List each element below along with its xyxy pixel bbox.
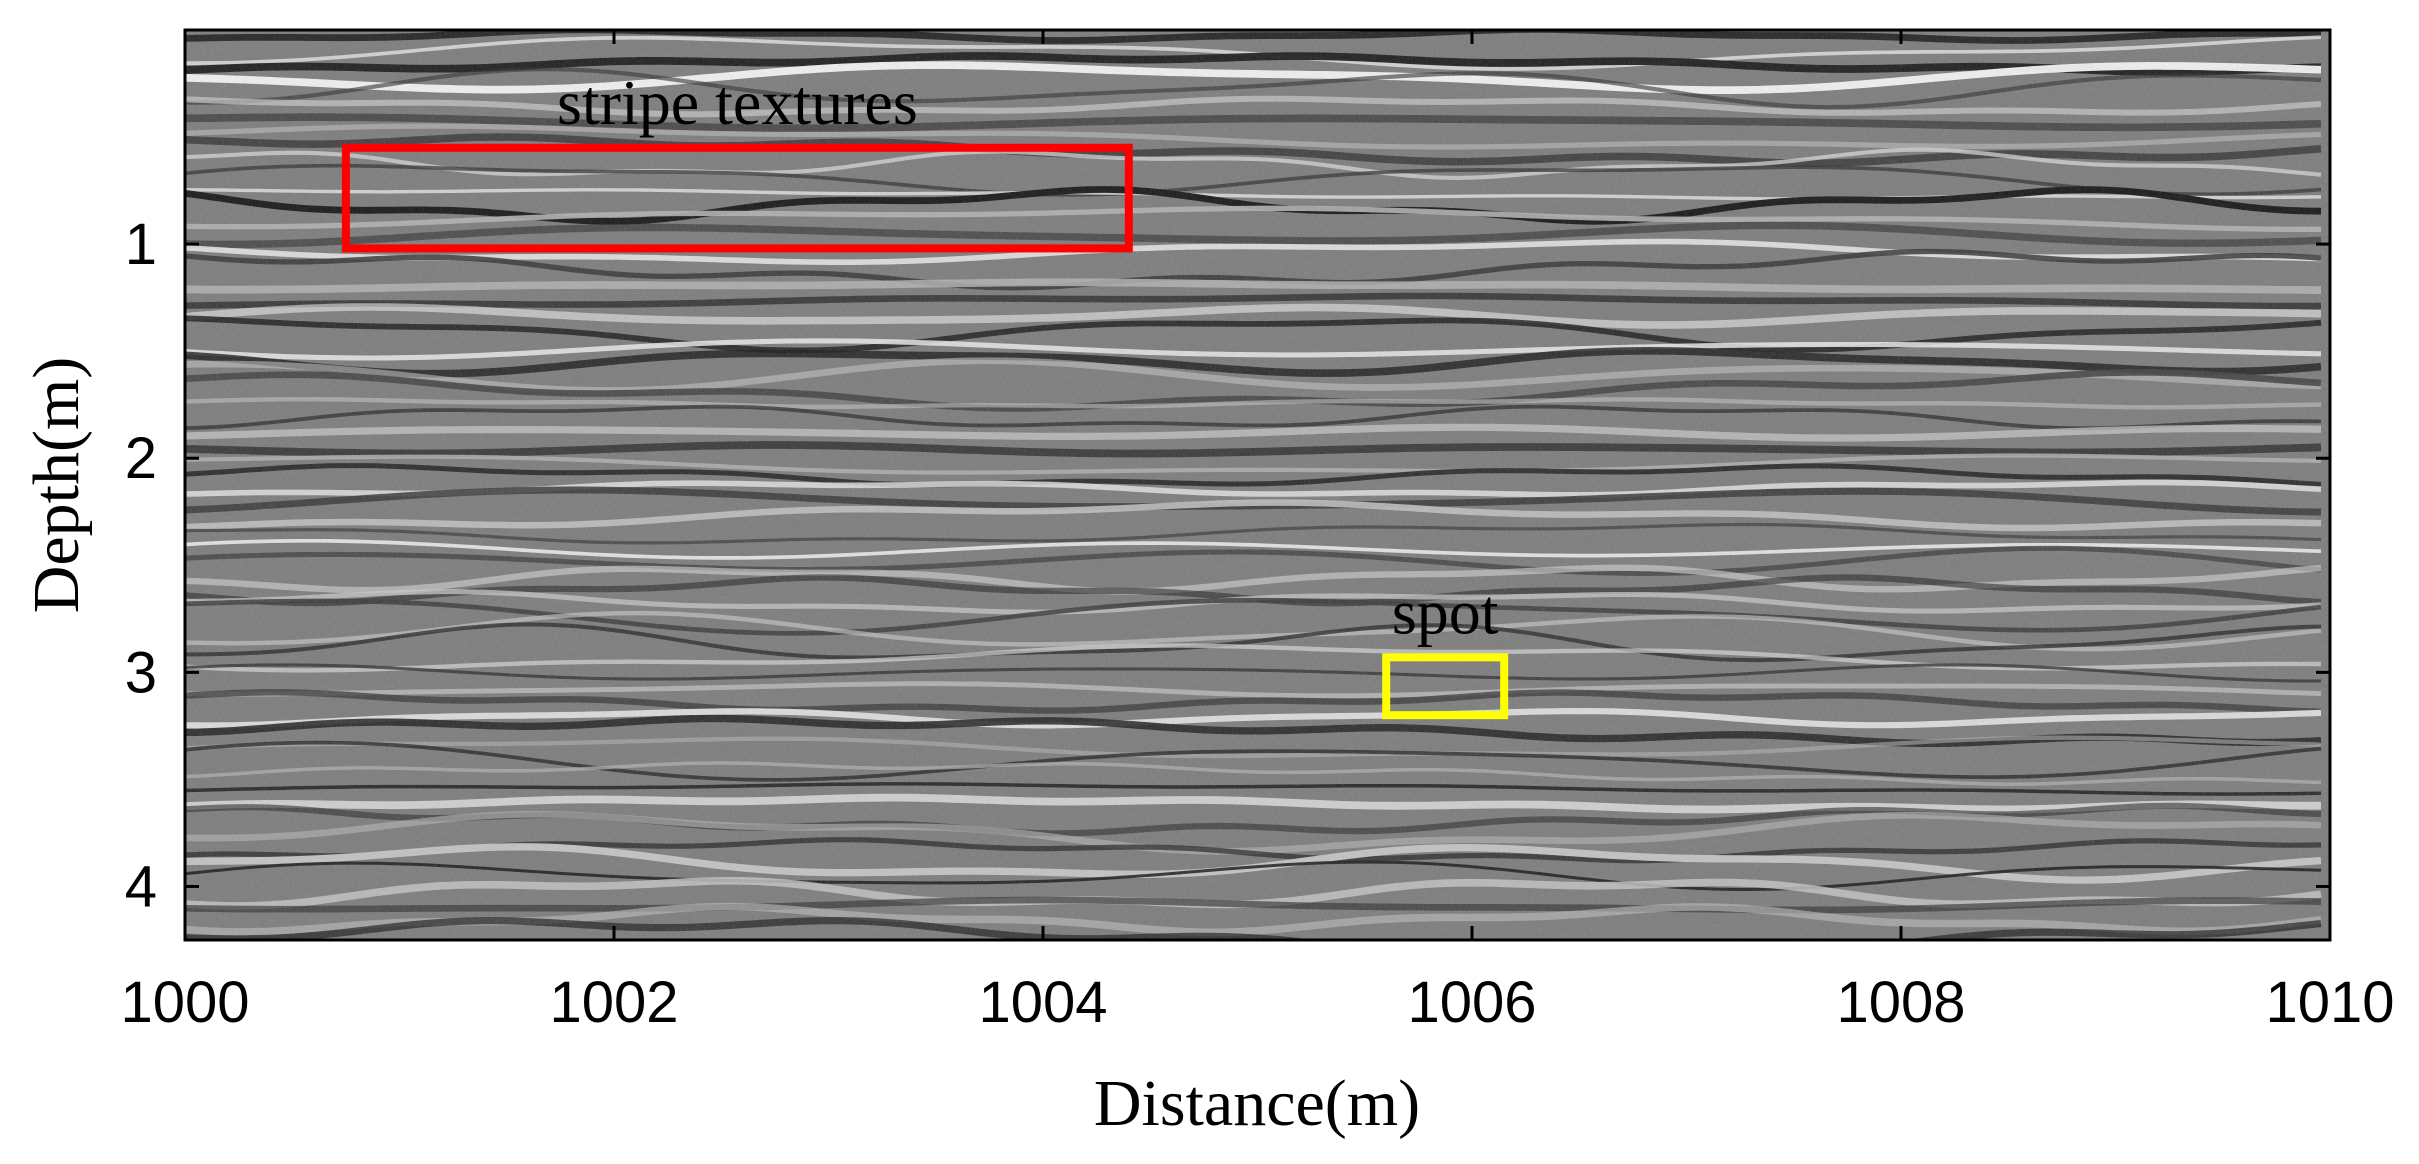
x-tick-label: 1002 [549, 970, 678, 1035]
annotation-label: stripe textures [557, 67, 918, 138]
y-tick-label: 4 [125, 854, 157, 919]
y-tick-label: 1 [125, 212, 157, 277]
radargram-grain [185, 30, 2330, 940]
x-axis-title: Distance(m) [1094, 1067, 1420, 1140]
y-tick-label: 3 [125, 640, 157, 705]
annotation-box [341, 143, 1133, 253]
x-tick-label: 1004 [978, 970, 1107, 1035]
plot-frame [183, 28, 2332, 942]
y-tick-label: 2 [125, 426, 157, 491]
x-tick-label: 1010 [2265, 970, 2394, 1035]
x-tick-label: 1006 [1407, 970, 1536, 1035]
x-tick-label: 1000 [120, 970, 249, 1035]
radargram-image [185, 30, 2330, 940]
annotations: stripe textures spot [341, 67, 1509, 720]
x-tick-label: 1008 [1836, 970, 1965, 1035]
annotation-box [1382, 653, 1509, 720]
y-axis-title: Depth(m) [20, 357, 93, 614]
y-axis-ticks: 1 2 3 4 [125, 212, 2330, 919]
annotation-label: spot [1392, 576, 1499, 647]
x-axis-ticks: 1000 1002 1004 1006 1008 1010 [120, 30, 2395, 1035]
